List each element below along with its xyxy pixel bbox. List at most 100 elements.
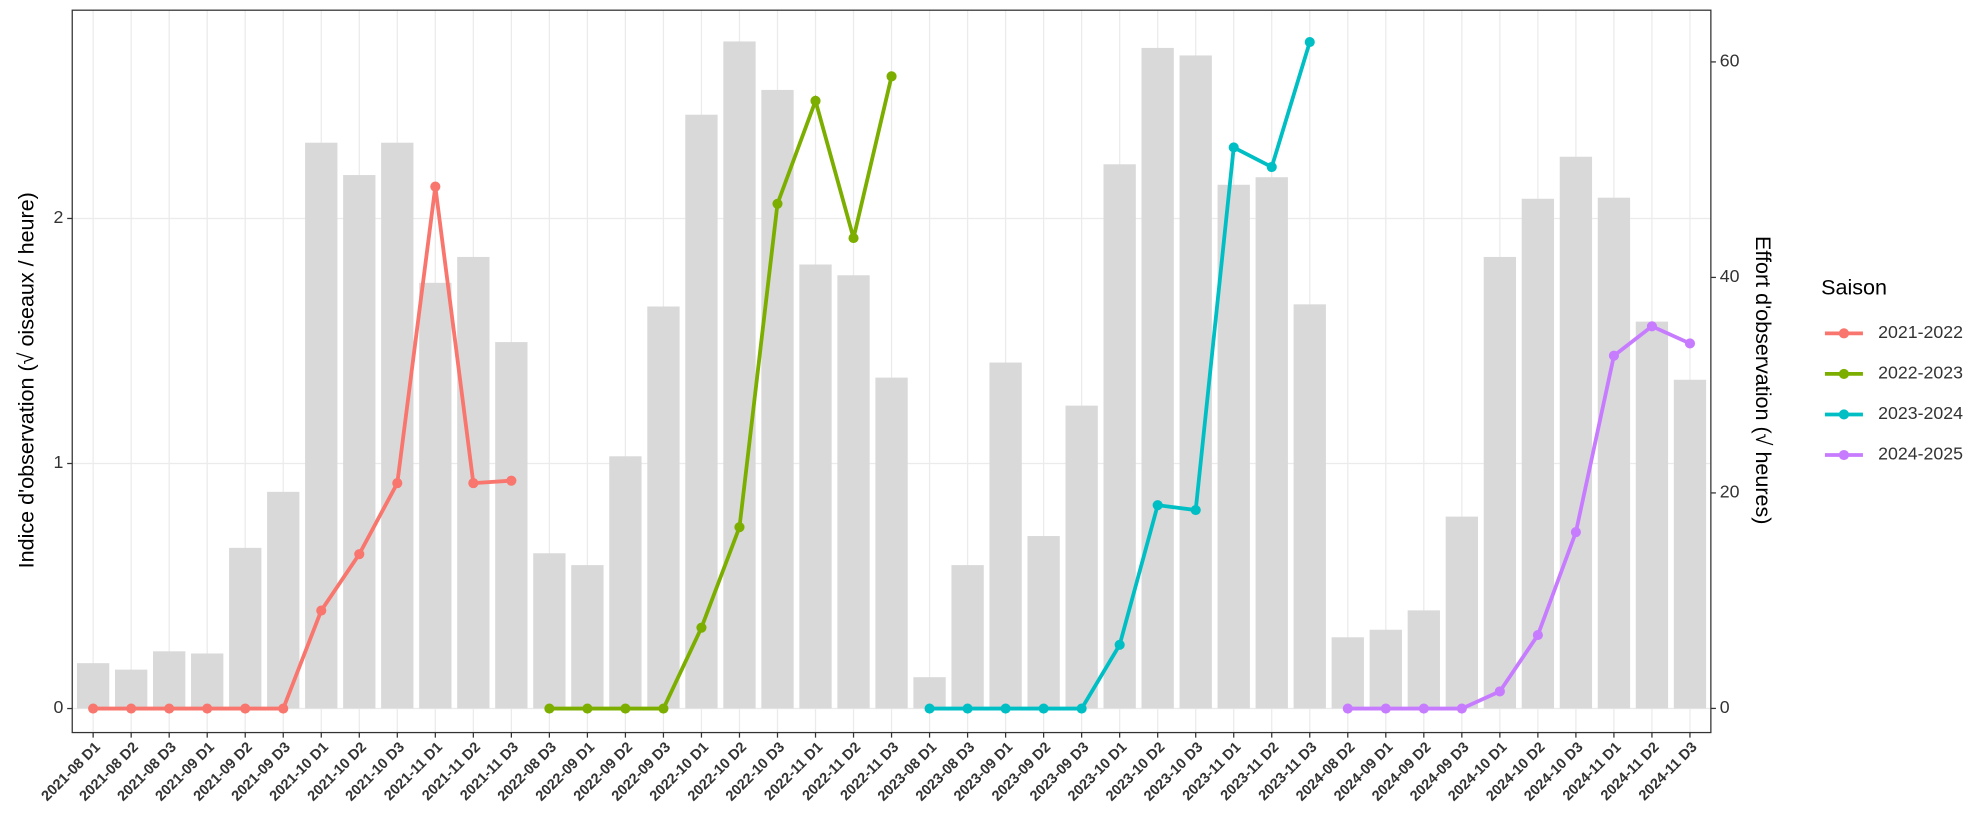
bar: [837, 275, 870, 709]
bar: [229, 547, 262, 709]
point: [1076, 703, 1087, 714]
legend-label: 2023-2024: [1878, 403, 1963, 423]
point: [354, 549, 365, 560]
y2-axis-title: Effort d'observation (√ heures): [1751, 236, 1775, 524]
legend-label: 2024-2025: [1878, 444, 1963, 464]
bar: [267, 491, 300, 709]
point: [1228, 142, 1239, 153]
point: [810, 95, 821, 106]
legend-key-point: [1838, 449, 1850, 461]
bar: [1179, 55, 1212, 709]
bar: [1293, 304, 1326, 709]
legend-key-point: [1838, 409, 1850, 420]
point: [164, 703, 175, 714]
bar: [1369, 629, 1402, 709]
bar: [647, 306, 680, 709]
bar: [609, 456, 642, 709]
bar: [1407, 610, 1440, 709]
bar: [1483, 256, 1517, 709]
point: [1570, 527, 1581, 538]
bar: [951, 565, 984, 709]
point: [1456, 703, 1467, 714]
line: [93, 186, 512, 711]
point: [506, 475, 517, 486]
bar: [1027, 536, 1060, 709]
legend-key-point: [1838, 368, 1850, 379]
bar: [1331, 637, 1364, 709]
bar: [76, 663, 110, 709]
bar: [1673, 379, 1707, 709]
point: [886, 71, 897, 82]
point: [1152, 500, 1163, 511]
y-tick-label: 2: [53, 207, 63, 227]
point: [126, 703, 137, 714]
point: [962, 703, 973, 714]
line: [1347, 324, 1691, 711]
bar: [381, 142, 414, 709]
bar: [989, 362, 1022, 709]
point: [240, 703, 251, 714]
bar: [343, 175, 376, 709]
point: [1190, 504, 1201, 516]
point: [392, 478, 403, 489]
legend-label: 2021-2022: [1878, 322, 1963, 342]
bar: [305, 142, 338, 709]
legend-label: 2022-2023: [1878, 363, 1963, 383]
bar: [419, 282, 452, 709]
point: [924, 703, 935, 714]
line: [549, 75, 894, 711]
legend-title: Saison: [1821, 276, 1887, 300]
point: [734, 522, 745, 533]
bar: [1559, 156, 1593, 709]
point: [1684, 338, 1696, 349]
bar: [1255, 177, 1288, 709]
point: [620, 703, 631, 714]
y-axis-title: Indice d'observation (√ oiseaux / heure): [15, 192, 39, 568]
bar: [1521, 198, 1555, 709]
bar: [1597, 197, 1631, 709]
y2-tick-label: 60: [1720, 51, 1740, 71]
y-tick-label: 0: [53, 697, 63, 717]
point: [202, 703, 213, 714]
point: [1266, 161, 1277, 173]
bar: [1217, 184, 1250, 709]
bar: [685, 114, 718, 709]
bar: [875, 377, 908, 709]
bar: [571, 565, 604, 709]
bar: [761, 89, 794, 709]
point: [1380, 703, 1391, 714]
bar: [1065, 405, 1098, 709]
bar: [191, 653, 224, 709]
bar: [1141, 47, 1174, 709]
y-tick-label: 1: [53, 452, 63, 472]
y2-tick-label: 40: [1720, 266, 1740, 286]
point: [1608, 350, 1619, 361]
point: [1646, 321, 1658, 332]
bar: [1103, 164, 1136, 709]
point: [316, 605, 327, 616]
bar: [115, 669, 148, 709]
bar: [1445, 516, 1478, 709]
point: [1000, 703, 1011, 714]
y2-tick-label: 0: [1720, 697, 1730, 717]
point: [696, 622, 707, 633]
point: [1418, 703, 1429, 714]
point: [658, 703, 669, 714]
point: [1342, 703, 1353, 714]
point: [1114, 639, 1125, 650]
bar: [1635, 321, 1669, 709]
point: [1304, 36, 1315, 48]
y2-tick-label: 20: [1720, 482, 1740, 502]
point: [1038, 703, 1049, 714]
bar: [153, 651, 186, 709]
point: [468, 478, 479, 489]
point: [1532, 629, 1543, 641]
point: [88, 703, 99, 714]
plot-border: [71, 9, 1712, 734]
point: [278, 703, 289, 714]
bar: [913, 677, 946, 709]
point: [772, 198, 783, 209]
point: [582, 703, 593, 714]
point: [1494, 686, 1505, 697]
